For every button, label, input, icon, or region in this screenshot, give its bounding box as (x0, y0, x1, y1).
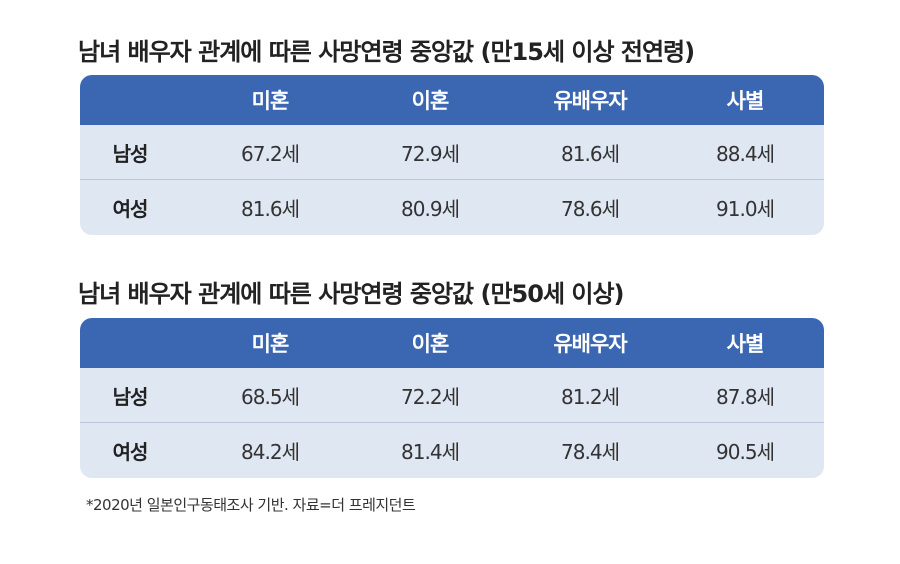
table-cell: 87.8세 (716, 384, 775, 409)
table-cell: 84.2세 (241, 440, 300, 464)
row-label: 여성 (112, 440, 149, 464)
table-title: 남녀 배우자 관계에 따른 사망연령 중앙값 (만50세 이상) (78, 280, 625, 308)
table-cell: 68.5세 (241, 384, 300, 409)
table-row: 남성 67.2세 72.9세 81.6세 88.4세 (80, 125, 824, 180)
header-row: 미혼 이혼 유배우자 사별 (80, 75, 824, 125)
table-cell: 72.9세 (401, 141, 460, 166)
table-cell: 78.4세 (561, 440, 620, 464)
table-row: 여성 81.6세 80.9세 78.6세 91.0세 (80, 180, 824, 235)
column-header: 유배우자 (553, 332, 627, 356)
row-label: 남성 (112, 141, 149, 166)
column-header: 유배우자 (553, 89, 627, 113)
table-row: 여성 84.2세 81.4세 78.4세 90.5세 (80, 423, 824, 478)
table-cell: 91.0세 (716, 197, 775, 221)
column-header: 미혼 (251, 89, 290, 113)
column-header: 사별 (726, 89, 765, 113)
table-title: 남녀 배우자 관계에 따른 사망연령 중앙값 (만15세 이상 전연령) (78, 38, 695, 66)
header-row: 미혼 이혼 유배우자 사별 (80, 318, 824, 368)
column-header: 사별 (726, 332, 765, 356)
footnote: *2020년 일본인구동태조사 기반. 자료=더 프레지던트 (86, 496, 416, 514)
table-cell: 90.5세 (716, 440, 775, 464)
table-cell: 78.6세 (561, 197, 620, 221)
table-cell: 67.2세 (241, 141, 300, 166)
row-label: 남성 (112, 384, 149, 409)
table-cell: 81.2세 (561, 384, 620, 409)
table-cell: 88.4세 (716, 141, 775, 166)
table-cell: 80.9세 (401, 197, 460, 221)
table-cell: 81.4세 (401, 440, 460, 464)
table-row: 남성 68.5세 72.2세 81.2세 87.8세 (80, 368, 824, 423)
row-label: 여성 (112, 197, 149, 221)
column-header: 이혼 (411, 332, 450, 356)
column-header: 이혼 (411, 89, 450, 113)
column-header: 미혼 (251, 332, 290, 356)
table-cell: 72.2세 (401, 384, 460, 409)
table-cell: 81.6세 (241, 197, 300, 221)
table-cell: 81.6세 (561, 141, 620, 166)
